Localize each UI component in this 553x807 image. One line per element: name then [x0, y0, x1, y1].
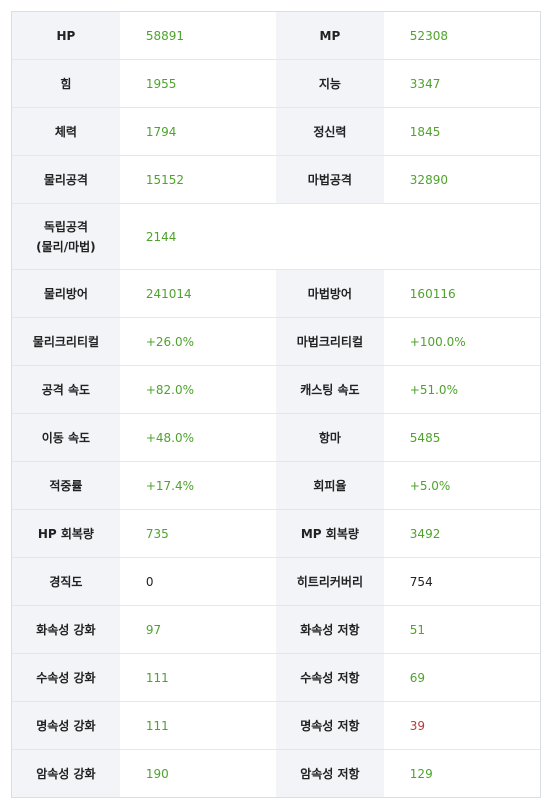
stat-value-hp-regen: 735 [119, 509, 276, 558]
stat-value-water-enhance: 111 [119, 653, 276, 702]
stat-value-hp: 58891 [119, 12, 276, 60]
stat-value-independent-attack: 2144 [119, 203, 276, 270]
table-row: 물리방어 241014 마법방어 160116 [12, 269, 540, 318]
stat-label-anti-magic: 항마 [275, 413, 384, 462]
stat-label-water-enhance: 수속성 강화 [12, 653, 120, 702]
empty-cell [275, 203, 384, 270]
stat-label-stiffness: 경직도 [12, 557, 120, 606]
stat-label-casting-speed: 캐스팅 속도 [275, 365, 384, 414]
stat-value-dark-enhance: 190 [145, 766, 169, 781]
table-row: 이동 속도 +48.0% 항마 5485 [12, 413, 540, 462]
stat-label-physical-defense: 물리방어 [12, 269, 120, 318]
stat-value-physical-critical: +26.0% [119, 317, 276, 366]
table-row: HP 58891 MP 52308 [12, 12, 540, 60]
stat-label-attack-speed: 공격 속도 [12, 365, 120, 414]
stat-value-magic-critical: +100.0% [383, 317, 540, 366]
stat-label-independent-attack-line2: (물리/마법) [36, 239, 96, 254]
stat-label-move-speed: 이동 속도 [12, 413, 120, 462]
stat-label-evasion: 회피율 [275, 461, 384, 510]
stat-label-dark-enhance: 암속성 강화 [12, 749, 120, 797]
table-row: 물리크리티컬 +26.0% 마법크리티컬 +100.0% [12, 317, 540, 366]
stat-label-magic-attack: 마법공격 [275, 155, 384, 204]
character-stats-panel: HP 58891 MP 52308 힘 1955 지능 3347 체력 1794… [11, 11, 541, 798]
stat-value-magic-defense: 160116 [383, 269, 540, 318]
stat-value-stiffness: 0 [119, 557, 276, 606]
stat-value-physical-attack: 15152 [119, 155, 276, 204]
stat-value-vitality: 1794 [119, 107, 276, 156]
stat-value-light-enhance: 111 [119, 701, 276, 750]
stat-value-mp-regen: 3492 [383, 509, 540, 558]
table-row: HP 회복량 735 MP 회복량 3492 [12, 509, 540, 558]
stat-label-light-resist: 명속성 저항 [275, 701, 384, 750]
stat-value-anti-magic: 5485 [383, 413, 540, 462]
stat-label-independent-attack-line1: 독립공격 [43, 219, 88, 234]
stat-value-casting-speed: +51.0% [383, 365, 540, 414]
stat-label-hp-regen: HP 회복량 [12, 509, 120, 558]
stat-label-dark-resist: 암속성 저항 [275, 749, 384, 797]
stat-value-physical-defense: 241014 [119, 269, 276, 318]
stat-value-strength: 1955 [119, 59, 276, 108]
stat-label-physical-critical: 물리크리티컬 [12, 317, 120, 366]
stat-value-attack-speed: +82.0% [119, 365, 276, 414]
stat-value-magic-attack: 32890 [383, 155, 540, 204]
table-row: 화속성 강화 97 화속성 저항 51 [12, 605, 540, 654]
stat-label-independent-attack: 독립공격 (물리/마법) [12, 203, 120, 270]
table-row: 물리공격 15152 마법공격 32890 [12, 155, 540, 204]
table-row: 공격 속도 +82.0% 캐스팅 속도 +51.0% [12, 365, 540, 414]
stat-label-magic-critical: 마법크리티컬 [275, 317, 384, 366]
stat-value-hit-rate: +17.4% [119, 461, 276, 510]
stat-value-fire-enhance: 97 [119, 605, 276, 654]
stat-label-vitality: 체력 [12, 107, 120, 156]
stat-value-water-resist: 69 [383, 653, 540, 702]
stat-label-spirit: 정신력 [275, 107, 384, 156]
stat-value-intelligence: 3347 [383, 59, 540, 108]
stat-label-fire-enhance: 화속성 강화 [12, 605, 120, 654]
stat-label-magic-defense: 마법방어 [275, 269, 384, 318]
stat-value-move-speed: +48.0% [119, 413, 276, 462]
table-row: 암속성 강화 190 암속성 저항 129 [12, 749, 540, 797]
stat-label-mp-regen: MP 회복량 [275, 509, 384, 558]
table-row: 적중률 +17.4% 회피율 +5.0% [12, 461, 540, 510]
stat-value-dark-resist: 129 [409, 766, 433, 781]
table-row: 힘 1955 지능 3347 [12, 59, 540, 108]
stat-label-hit-recovery: 히트리커버리 [275, 557, 384, 606]
table-row: 명속성 강화 111 명속성 저항 39 [12, 701, 540, 750]
stat-label-fire-resist: 화속성 저항 [275, 605, 384, 654]
table-row: 체력 1794 정신력 1845 [12, 107, 540, 156]
stat-label-physical-attack: 물리공격 [12, 155, 120, 204]
stat-value-spirit: 1845 [383, 107, 540, 156]
stat-value-light-resist: 39 [383, 701, 540, 750]
stat-label-mp: MP [275, 12, 384, 60]
stat-label-hit-rate: 적중률 [12, 461, 120, 510]
table-row: 수속성 강화 111 수속성 저항 69 [12, 653, 540, 702]
stat-label-hp: HP [12, 12, 120, 60]
empty-cell [383, 203, 540, 270]
stat-label-intelligence: 지능 [275, 59, 384, 108]
stat-label-light-enhance: 명속성 강화 [12, 701, 120, 750]
stat-label-strength: 힘 [12, 59, 120, 108]
table-row: 경직도 0 히트리커버리 754 [12, 557, 540, 606]
table-row: 독립공격 (물리/마법) 2144 [12, 203, 540, 270]
stat-value-hit-recovery: 754 [383, 557, 540, 606]
stats-table: HP 58891 MP 52308 힘 1955 지능 3347 체력 1794… [12, 12, 540, 797]
stat-value-fire-resist: 51 [383, 605, 540, 654]
stat-label-water-resist: 수속성 저항 [275, 653, 384, 702]
stat-value-evasion: +5.0% [383, 461, 540, 510]
stat-value-mp: 52308 [383, 12, 540, 60]
